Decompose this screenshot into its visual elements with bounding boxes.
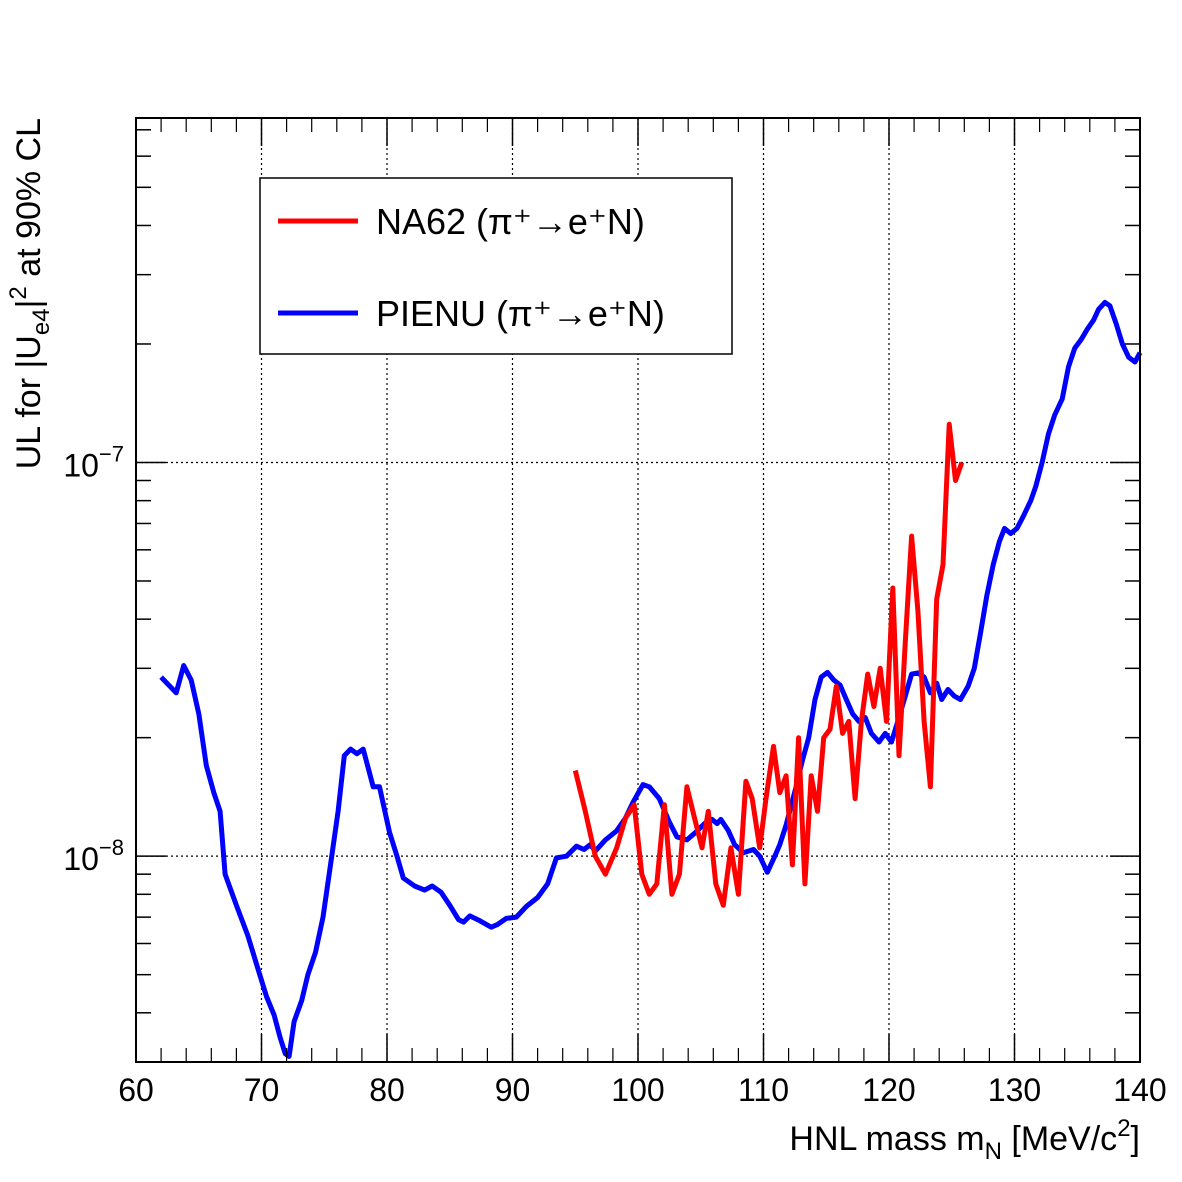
x-tick-label-110: 110 [738,1072,789,1108]
legend: NA62 (π⁺→e⁺N) PIENU (π⁺→e⁺N) [259,177,733,355]
legend-label-na62: NA62 (π⁺→e⁺N) [376,201,645,242]
series-line-na62 [572,421,965,908]
x-tick-label-90: 90 [495,1072,531,1108]
x-tick-label-70: 70 [244,1072,280,1108]
axis-ticks [135,118,1141,1063]
series-layer [159,299,1143,1059]
x-axis-title: HNL mass mN [MeV/c2] [789,1115,1140,1165]
legend-box [259,177,733,355]
x-tick-label-100: 100 [611,1072,664,1108]
x-tick-label-60: 60 [118,1072,154,1108]
y-tick-label-1e-8: 10−8 [63,835,124,877]
x-tick-label-120: 120 [862,1072,915,1108]
x-tick-label-80: 80 [369,1072,405,1108]
x-tick-label-130: 130 [988,1072,1041,1108]
grid [136,118,1140,1062]
y-axis-title: UL for |Ue4|2 at 90% CL [5,118,55,469]
x-tick-label-140: 140 [1113,1072,1166,1108]
legend-label-pienu: PIENU (π⁺→e⁺N) [376,293,665,334]
tick-labels: 60 70 80 90 100 110 120 130 140 10−8 10−7 [63,441,1166,1108]
series-line-pienu [159,299,1143,1059]
y-tick-label-1e-7: 10−7 [63,441,124,483]
